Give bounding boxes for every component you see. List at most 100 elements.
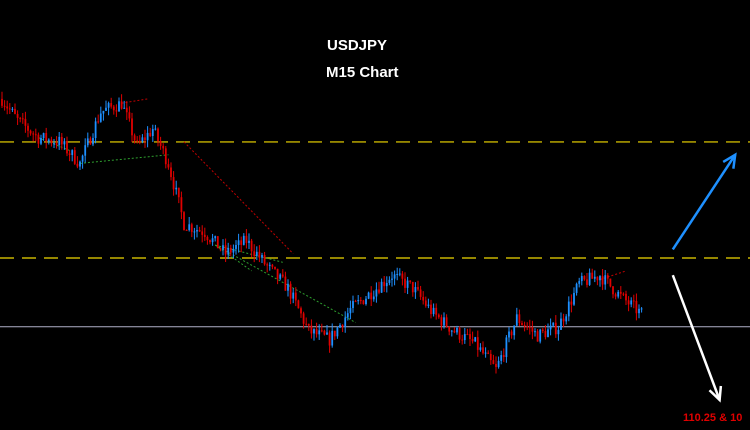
candle-body <box>430 304 432 315</box>
candle-body <box>521 323 523 326</box>
candle-body <box>450 330 453 332</box>
candle-body <box>463 334 466 341</box>
candle-body <box>138 140 141 142</box>
candle-body <box>453 330 456 333</box>
candle-body <box>601 276 604 285</box>
candle-body <box>284 276 287 291</box>
candle-body <box>344 317 347 328</box>
candle-body <box>515 314 518 326</box>
candle-body <box>183 212 185 230</box>
candle-body <box>79 161 81 167</box>
candle-body <box>53 143 55 145</box>
candle-body <box>505 337 508 358</box>
bearish-arrow-head <box>708 385 723 403</box>
candle-body <box>362 300 365 305</box>
candle-body <box>271 264 274 267</box>
candle-body <box>42 133 45 139</box>
candle-body <box>232 248 235 253</box>
candle-body <box>500 355 503 361</box>
candle-body <box>248 240 250 243</box>
candle-body <box>406 280 409 288</box>
candle-body <box>528 326 531 328</box>
candle-body <box>474 337 477 342</box>
candle-body <box>45 133 48 142</box>
candle-body <box>367 292 370 299</box>
candle-body <box>24 118 27 126</box>
candle-body <box>487 352 490 354</box>
candle-body <box>599 276 601 281</box>
candle-body <box>154 128 157 130</box>
candle-body <box>175 187 178 190</box>
candle-body <box>227 247 230 255</box>
candle-body <box>84 145 87 156</box>
candle-body <box>318 330 321 335</box>
candle-body <box>456 328 458 333</box>
candle-body <box>21 118 24 120</box>
candle-body <box>349 308 352 314</box>
candle-body <box>479 347 482 350</box>
candle-body <box>81 155 84 162</box>
candle-body <box>336 327 339 337</box>
candle-body <box>307 323 310 326</box>
candle-body <box>378 289 380 293</box>
candle-body <box>60 136 63 145</box>
candle-body <box>27 125 29 131</box>
candle-body <box>409 280 412 282</box>
candle-body <box>229 247 232 253</box>
candle-body <box>196 230 198 232</box>
candle-body <box>391 278 393 280</box>
candle-body <box>417 287 419 290</box>
candle-body <box>625 293 627 301</box>
candle-body <box>422 296 425 301</box>
candle-body <box>586 279 588 285</box>
candle-body <box>393 274 396 279</box>
candle-body <box>237 240 240 245</box>
candle-body <box>209 240 211 243</box>
candle-body <box>359 300 362 302</box>
candle-body <box>518 314 521 324</box>
candle-body <box>536 331 539 342</box>
candle-body <box>489 353 492 361</box>
candle-body <box>320 330 323 332</box>
candle-body <box>635 300 638 314</box>
candle-body <box>240 240 243 245</box>
candle-body <box>547 329 549 338</box>
levels-layer <box>0 141 750 328</box>
candle-body <box>287 283 289 291</box>
candle-body <box>261 255 263 258</box>
candle-body <box>224 245 227 255</box>
candle-body <box>315 329 318 335</box>
candle-body <box>110 103 113 107</box>
pattern-trendline <box>214 244 252 272</box>
candle-body <box>144 137 146 141</box>
candle-body <box>136 140 139 142</box>
candle-body <box>146 132 149 141</box>
candle-body <box>482 347 484 354</box>
candle-body <box>549 325 552 330</box>
candle-body <box>162 145 165 149</box>
candle-body <box>149 132 152 137</box>
candle-body <box>396 274 399 276</box>
candle-body <box>606 275 609 279</box>
candle-body <box>63 141 66 145</box>
candle-body <box>375 289 378 297</box>
candle-body <box>461 339 464 341</box>
candle-body <box>167 164 170 168</box>
candle-body <box>141 137 144 142</box>
pattern-trendline <box>599 270 627 280</box>
candle-body <box>435 307 438 315</box>
candle-body <box>419 289 422 297</box>
candle-body <box>266 264 269 266</box>
candle-body <box>619 291 622 294</box>
candle-body <box>188 224 191 231</box>
candle-body <box>40 138 42 144</box>
candle-body <box>497 360 500 367</box>
candle-body <box>484 352 487 354</box>
candle-body <box>190 224 193 232</box>
candle-body <box>622 293 625 295</box>
chart-title: USDJPY <box>327 37 388 54</box>
pattern-trendline <box>121 98 148 104</box>
candle-body <box>575 283 578 293</box>
candle-body <box>578 281 581 284</box>
